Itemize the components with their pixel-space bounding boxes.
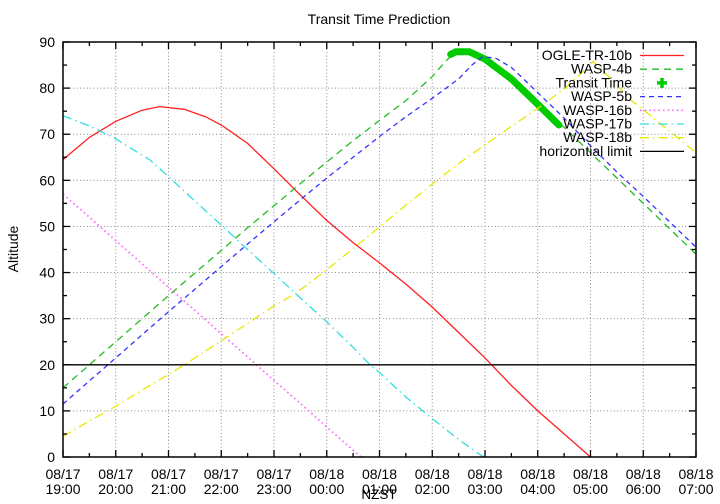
svg-text:03:00: 03:00 (467, 481, 502, 497)
svg-text:08/18: 08/18 (309, 466, 344, 482)
svg-text:19:00: 19:00 (45, 481, 80, 497)
series-wasp-18b (62, 60, 697, 437)
legend-label: Transit Time (556, 74, 633, 90)
svg-text:30: 30 (39, 311, 55, 327)
svg-text:08/17: 08/17 (151, 466, 186, 482)
y-tick-labels: 0 10 20 30 40 50 60 70 80 90 (39, 34, 55, 465)
legend-label: horizontial limit (539, 143, 632, 159)
svg-text:80: 80 (39, 80, 55, 96)
svg-text:21:00: 21:00 (151, 481, 186, 497)
svg-text:08/17: 08/17 (98, 466, 133, 482)
legend-label: WASP-4b (571, 61, 632, 77)
svg-text:70: 70 (39, 126, 55, 142)
series-wasp-16b (62, 193, 362, 458)
x-tick-labels: 08/1719:0008/1720:0008/1721:0008/1722:00… (45, 466, 713, 497)
svg-text:08/18: 08/18 (415, 466, 450, 482)
svg-text:05:00: 05:00 (573, 481, 608, 497)
y-axis-label: Altitude (5, 225, 21, 273)
svg-text:07:00: 07:00 (678, 481, 713, 497)
svg-text:08/18: 08/18 (520, 466, 555, 482)
legend-label: WASP-17b (563, 116, 632, 132)
svg-text:00:00: 00:00 (309, 481, 344, 497)
svg-text:08/18: 08/18 (626, 466, 661, 482)
svg-text:08/18: 08/18 (678, 466, 713, 482)
svg-text:06:00: 06:00 (626, 481, 661, 497)
chart-title: Transit Time Prediction (307, 11, 451, 27)
svg-text:01:00: 01:00 (362, 481, 397, 497)
svg-text:08/18: 08/18 (573, 466, 608, 482)
series-wasp-4b (62, 51, 697, 389)
legend-label: WASP-16b (563, 102, 632, 118)
svg-text:04:00: 04:00 (520, 481, 555, 497)
svg-text:08/17: 08/17 (45, 466, 80, 482)
legend-label: OGLE-TR-10b (542, 47, 632, 63)
svg-text:90: 90 (39, 34, 55, 50)
series-transit-time (447, 48, 563, 129)
svg-text:60: 60 (39, 172, 55, 188)
svg-text:0: 0 (47, 449, 55, 465)
svg-text:08/18: 08/18 (467, 466, 502, 482)
x-axis-label: NZST (361, 487, 397, 502)
series-wasp-17b (62, 115, 484, 458)
svg-text:08/17: 08/17 (256, 466, 291, 482)
svg-text:40: 40 (39, 265, 55, 281)
svg-text:10: 10 (39, 403, 55, 419)
series-curves (62, 48, 697, 458)
axis-ticks (62, 41, 697, 458)
svg-text:20:00: 20:00 (98, 481, 133, 497)
svg-text:02:00: 02:00 (415, 481, 450, 497)
svg-text:23:00: 23:00 (256, 481, 291, 497)
svg-text:20: 20 (39, 357, 55, 373)
svg-text:50: 50 (39, 218, 55, 234)
legend-label: WASP-5b (571, 88, 632, 104)
legend-label: WASP-18b (563, 129, 632, 145)
svg-text:08/17: 08/17 (204, 466, 239, 482)
series-wasp-5b (62, 56, 697, 405)
series-ogle-tr-10b (62, 105, 591, 458)
svg-text:08/18: 08/18 (362, 466, 397, 482)
svg-text:22:00: 22:00 (204, 481, 239, 497)
